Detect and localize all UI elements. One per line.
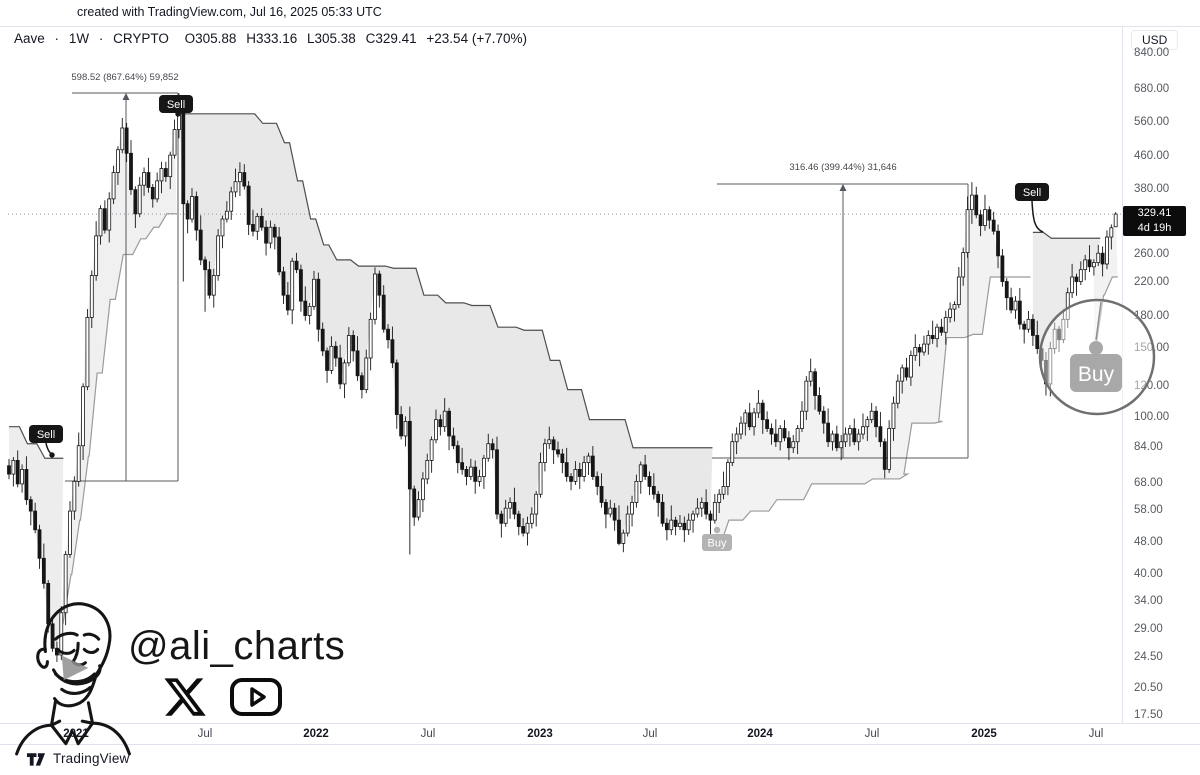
price-tick-label: 380.00 [1134,182,1170,195]
price-tick-label: 460.00 [1134,149,1170,162]
price-tick-label: 100.00 [1134,410,1170,423]
trailing-stop-cloud [178,113,713,544]
bottom-divider [0,744,1200,745]
artist-handle: @ali_charts [128,624,346,668]
trailing-stop-cloud [1032,232,1101,384]
price-tick-label: 17.50 [1134,708,1163,721]
tradingview-logo[interactable] [26,749,46,767]
price-tick-label: 68.00 [1134,476,1163,489]
price-tick-label: 48.00 [1134,536,1163,549]
trailing-stop-cloud [1093,214,1118,349]
bar-countdown: 4d 19h [1137,222,1172,234]
time-tick-label: 2025 [971,728,997,740]
artist-portrait [15,602,131,756]
price-tick-label: 680.00 [1134,83,1170,96]
last-price-value: 329.41 [1137,207,1172,219]
price-tick-label: 58.00 [1134,504,1163,517]
x-logo [164,678,206,716]
time-tick-label: 2024 [747,728,773,740]
time-tick-label: Jul [864,728,880,740]
time-tick-label: 2023 [527,728,553,740]
youtube-logo [230,678,282,716]
trailing-stop-line [1032,231,1101,239]
separator-dot: · [98,31,104,46]
price-tick-label: 29.00 [1134,622,1163,635]
time-tick-label: Jul [420,728,436,740]
low-value: L305.38 [307,31,356,46]
trailing-stop-line [1093,276,1118,350]
last-price-badge: 329.41 4d 19h [1123,206,1186,236]
time-axis[interactable]: 2021 Jul 2022 Jul 2023 Jul 2024 Jul 2025 Jul [0,723,1200,745]
high-value: H333.16 [246,31,298,46]
svg-text:Buy: Buy [708,538,727,550]
price-tick-label: 34.00 [1134,595,1163,608]
price-tick-label: 120.00 [1134,379,1170,392]
sell-marker[interactable]: Sell [159,95,193,117]
time-tick-label: 2022 [303,728,329,740]
price-tick-label: 840.00 [1134,47,1170,59]
market-label: CRYPTO [113,31,169,46]
symbol-name[interactable]: Aave [14,31,45,46]
created-with-text: created with TradingView.com, Jul 16, 20… [77,5,382,19]
price-tick-label: 150.00 [1134,341,1170,354]
currency-usd-button[interactable]: USD [1131,30,1179,50]
trailing-stop-cloud [61,128,177,624]
trailing-stop-line [9,426,64,459]
price-tick-label: 260.00 [1134,247,1170,260]
footer: TradingView [26,749,130,767]
price-range-measurement[interactable]: 316.46 (399.44%) 31,646 [712,162,969,459]
price-tick-label: 40.00 [1134,567,1163,580]
svg-text:Sell: Sell [1023,187,1041,199]
buy-marker-magnified[interactable] [1070,354,1122,392]
close-value: C329.41 [365,31,417,46]
price-range-measurement[interactable]: 598.52 (867.64%) 59,852 [65,72,179,482]
header-divider [0,26,1200,27]
svg-text:Buy: Buy [1078,363,1115,386]
symbol-row: Aave · 1W · CRYPTO O305.88 H333.16 L305.… [14,31,533,46]
measurement-label: 316.46 (399.44%) 31,646 [789,162,896,173]
tradingview-brand[interactable]: TradingView [53,750,130,766]
trailing-stop-line [714,276,1031,545]
price-tick-label: 20.50 [1134,681,1163,694]
price-tick-label: 220.00 [1134,276,1170,289]
price-tick-label: 24.50 [1134,651,1163,664]
price-axis[interactable]: USD 840.00 680.00 560.00 460.00 380.00 260.00… [1122,26,1200,744]
trailing-stop-line [61,213,177,625]
change-value: +23.54 (+7.70%) [426,31,527,46]
separator-dot: · [54,31,60,46]
open-value: O305.88 [184,31,237,46]
gray-arrow-overlay [61,655,89,681]
price-tick-label: 180.00 [1134,310,1170,323]
sell-marker[interactable]: Sell [1015,183,1049,233]
time-tick-label: Jul [642,728,658,740]
sell-marker[interactable]: Sell [29,425,63,458]
time-tick-label: Jul [197,728,213,740]
svg-text:Sell: Sell [37,429,55,441]
buy-marker[interactable]: Buy [702,526,732,551]
svg-text:Sell: Sell [167,99,185,111]
interval-label[interactable]: 1W [68,31,90,46]
price-tick-label: 84.00 [1134,440,1163,453]
measurement-label: 598.52 (867.64%) 59,852 [71,72,178,83]
time-tick-label: Jul [1088,728,1104,740]
chart-pane: 598.52 (867.64%) 59,852 316.46 (399.44%) … [7,72,1122,662]
price-tick-label: 560.00 [1134,116,1170,129]
candles-layer [7,93,1118,662]
trailing-stop-line [178,113,713,449]
trailing-stop-cloud [714,195,1031,544]
